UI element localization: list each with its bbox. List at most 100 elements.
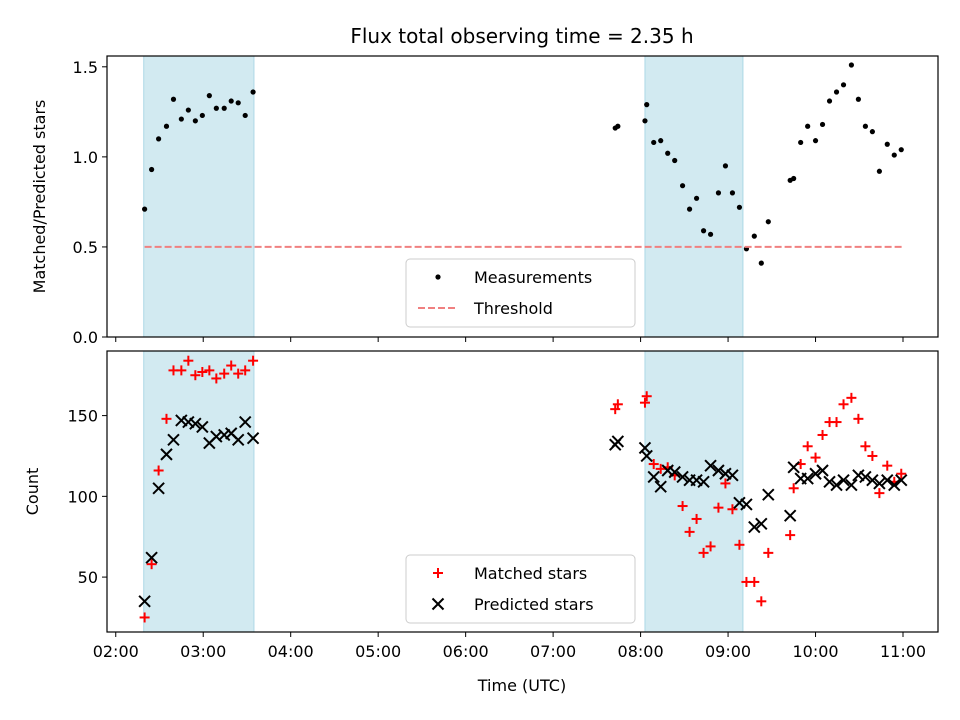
plus-point	[860, 441, 871, 452]
axes-frame	[106, 350, 939, 633]
x-point-b	[697, 475, 710, 489]
x-tick-label: 03:00	[180, 642, 226, 661]
plus-point	[190, 370, 201, 381]
x-point	[783, 509, 797, 522]
x-point	[647, 470, 660, 484]
x-point	[801, 472, 814, 485]
x-tick-label: 08:00	[618, 642, 664, 661]
legend-label: Matched stars	[474, 564, 587, 583]
x-point-b	[733, 496, 746, 510]
x-point-b	[748, 520, 761, 534]
x-point-b	[160, 448, 173, 461]
x-point-b	[182, 415, 195, 429]
plus-point	[211, 373, 222, 384]
dot-point	[142, 206, 148, 212]
x-point	[232, 433, 245, 447]
x-point	[704, 459, 717, 472]
shaded-interval-1	[644, 350, 744, 633]
plus-point	[785, 530, 796, 541]
dot-point	[765, 219, 771, 225]
x-point-b	[895, 473, 908, 487]
dot-point	[235, 100, 241, 106]
legend: Matched stars Predicted stars	[405, 554, 636, 624]
y-tick-label: 1.0	[73, 148, 98, 167]
x-point	[611, 435, 625, 448]
plus-point	[720, 478, 731, 489]
x-point-b	[676, 470, 689, 484]
x-point	[823, 475, 836, 489]
x-point-b	[640, 449, 653, 463]
x-point	[654, 480, 667, 493]
x-point	[762, 488, 775, 501]
dot-point	[178, 116, 184, 122]
dot-point	[206, 93, 212, 99]
dot-point	[221, 105, 227, 111]
plus-point	[727, 504, 738, 515]
y-axis-label: Matched/Predicted stars	[30, 100, 49, 294]
plus-point	[882, 460, 893, 471]
plus-point	[176, 365, 187, 376]
plus-point	[648, 459, 659, 470]
x-point	[726, 469, 739, 482]
dot-point	[700, 228, 707, 234]
legend-label: Measurements	[474, 268, 592, 287]
x-point	[668, 465, 681, 479]
dot-point	[862, 123, 868, 129]
dot-point	[884, 141, 890, 147]
plus-point	[763, 547, 774, 558]
plus-point	[853, 413, 864, 424]
plus-point	[612, 399, 623, 410]
y-tick-label: 150	[67, 407, 98, 426]
y-tick-label: 0.5	[73, 238, 98, 257]
x-point	[809, 467, 822, 480]
plus-point	[756, 596, 767, 607]
legend-box	[405, 258, 636, 328]
bottom-panel-counts: 50 100 150 02:00 03:00 04:00 05:00 06:00 07:00 08…	[23, 350, 939, 661]
plus-point	[831, 417, 842, 428]
x-point-b	[816, 464, 829, 477]
x-point-b	[787, 461, 800, 474]
plus-point	[684, 526, 695, 537]
legend-swatch	[431, 597, 445, 611]
chart-title: Flux total observing time = 2.35 h	[350, 24, 693, 48]
plus-point	[867, 450, 878, 461]
plus-point	[838, 399, 849, 410]
dot-point	[791, 175, 797, 182]
dot-point	[686, 206, 693, 212]
dot-point	[812, 138, 819, 144]
dot-point	[758, 260, 764, 266]
plus-point	[749, 576, 760, 587]
x-point	[873, 477, 886, 490]
x-point	[816, 464, 829, 477]
dot-point	[185, 107, 191, 113]
x-point-b	[654, 480, 667, 493]
dot-point	[707, 231, 714, 237]
plus-point	[677, 501, 688, 512]
x-point-b	[726, 469, 739, 482]
x-tick-label: 11:00	[880, 642, 926, 661]
x-point	[837, 473, 850, 487]
x-point-b	[239, 415, 252, 429]
x-point-b	[232, 433, 245, 447]
legend-box	[405, 554, 636, 624]
x-point-b	[866, 473, 879, 487]
x-tick-label: 10:00	[792, 642, 838, 661]
x-tick-label: 05:00	[355, 642, 401, 661]
x-point	[160, 448, 173, 461]
dot-point	[729, 190, 736, 196]
dot-point	[192, 118, 198, 124]
x-point-b	[783, 509, 797, 522]
plus-point	[788, 483, 799, 494]
x-point-b	[690, 473, 703, 487]
dot-point	[736, 204, 743, 210]
x-point	[246, 431, 260, 445]
x-point	[152, 482, 165, 495]
plus-point	[197, 366, 208, 377]
x-point-b	[762, 488, 775, 501]
axes-frame	[106, 55, 939, 338]
x-point-b	[712, 464, 725, 477]
dot-point	[615, 123, 621, 129]
x-point-b	[740, 498, 753, 511]
dot-point	[855, 96, 861, 102]
